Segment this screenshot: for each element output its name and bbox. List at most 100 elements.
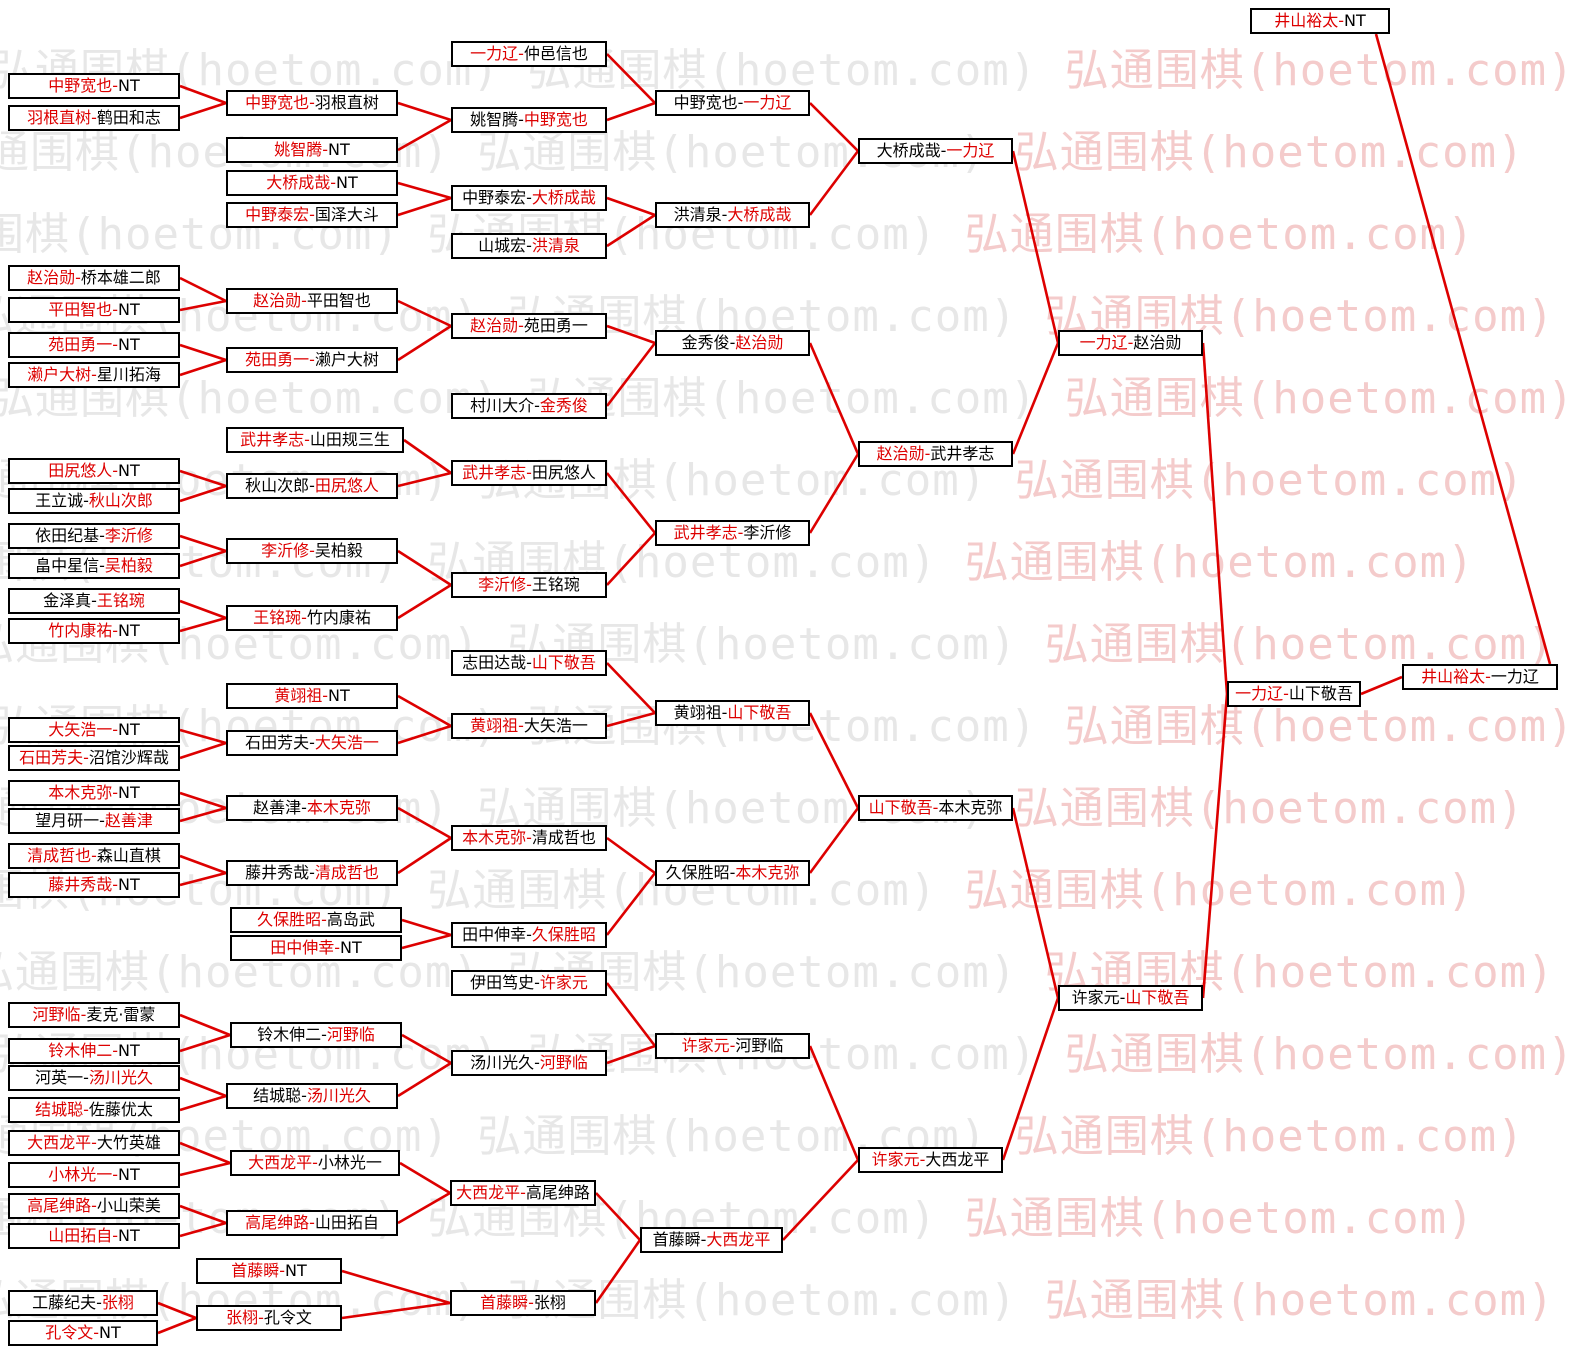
bracket-line bbox=[397, 324, 452, 362]
vs-dash: - bbox=[91, 108, 97, 127]
vs-dash: - bbox=[526, 828, 532, 847]
match-box-r1m15: 本木克弥 - NT bbox=[8, 780, 180, 806]
player-name-loser: 首藤瞬 bbox=[652, 1230, 701, 1249]
player-name-loser: 吴柏毅 bbox=[314, 541, 363, 560]
player-name-winner: 洪清泉 bbox=[531, 236, 580, 255]
vs-dash: - bbox=[518, 44, 524, 63]
player-name-loser: 黄翊祖 bbox=[673, 703, 722, 722]
bracket-line bbox=[397, 806, 452, 840]
player-name-loser: 石田芳夫 bbox=[245, 733, 310, 752]
match-box-r2m15: 久保胜昭 - 高岛武 bbox=[230, 907, 402, 933]
match-box-r1m23: 大西龙平 - 大竹英雄 bbox=[8, 1130, 180, 1156]
bracket-line bbox=[606, 213, 656, 248]
watermark-row: 弘通围棋(hoetom.com) 弘通围棋(hoetom.com) 弘通围棋(h… bbox=[0, 34, 1575, 98]
player-name-winner: 赵治勋 bbox=[735, 333, 784, 352]
watermark-text: 弘通围棋(hoetom.com) bbox=[1014, 455, 1525, 506]
player-name-loser: 张栩 bbox=[533, 1293, 566, 1312]
bracket-line bbox=[808, 342, 860, 455]
player-name-winner: 井山裕太 bbox=[1274, 11, 1339, 30]
match-box-r1m6: 濑户大树 - 星川拓海 bbox=[8, 362, 180, 388]
player-name-loser: 结城聪 bbox=[253, 1086, 302, 1105]
match-box-r2m8: 秋山次郎 - 田尻悠人 bbox=[226, 473, 398, 499]
match-box-r2m9: 李沂修 - 吴柏毅 bbox=[226, 538, 398, 564]
player-name-loser: 志田达哉 bbox=[462, 653, 527, 672]
bracket-line bbox=[606, 711, 656, 728]
bracket-line bbox=[179, 1094, 227, 1112]
bracket-line bbox=[179, 484, 227, 503]
bracket-line bbox=[179, 1221, 227, 1238]
player-name-winner: 本木克弥 bbox=[735, 863, 800, 882]
player-name-loser: 国泽大斗 bbox=[314, 205, 379, 224]
player-name-winner: 山田拓自 bbox=[48, 1226, 113, 1245]
player-name-loser: NT bbox=[118, 76, 140, 95]
bracket-line bbox=[397, 181, 452, 200]
bracket-line bbox=[179, 1161, 231, 1177]
bracket-line bbox=[1011, 342, 1060, 455]
vs-dash: - bbox=[924, 444, 931, 463]
player-name-loser: NT bbox=[118, 720, 140, 739]
match-box-r1m11: 金泽真 - 王铭琬 bbox=[8, 588, 180, 614]
player-name-winner: 赵治勋 bbox=[27, 268, 76, 287]
player-name-loser: 小山荣美 bbox=[96, 1196, 161, 1215]
player-name-loser: 麦克·雷蒙 bbox=[86, 1005, 156, 1024]
player-name-winner: 苑田勇一 bbox=[48, 335, 113, 354]
player-name-loser: NT bbox=[285, 1261, 307, 1280]
bracket-line bbox=[605, 472, 657, 534]
vs-dash: - bbox=[520, 1183, 526, 1202]
player-name-winner: 河野临 bbox=[326, 1025, 375, 1044]
player-name-loser: 伊田笃史 bbox=[470, 973, 535, 992]
vs-dash: - bbox=[91, 591, 97, 610]
player-name-winner: 大桥成哉 bbox=[727, 205, 792, 224]
vs-dash: - bbox=[75, 268, 81, 287]
bracket-line bbox=[157, 1316, 197, 1335]
player-name-loser: 许家元 bbox=[1071, 988, 1120, 1007]
player-name-loser: 金秀俊 bbox=[681, 333, 730, 352]
bracket-line bbox=[397, 101, 452, 122]
match-box-r1m16: 望月研一 - 赵善津 bbox=[8, 808, 180, 834]
bracket-line bbox=[606, 324, 656, 345]
player-name-winner: 高尾绅路 bbox=[27, 1196, 92, 1215]
player-name-winner: 秋山次郎 bbox=[88, 491, 153, 510]
bracket-line bbox=[179, 1033, 231, 1053]
match-box-r3m14: 汤川光久 - 河野临 bbox=[451, 1050, 607, 1076]
player-name-loser: NT bbox=[1344, 11, 1366, 30]
player-name-winner: 濑户大树 bbox=[27, 365, 92, 384]
watermark-text: 弘通围棋(hoetom.com) bbox=[1014, 1111, 1525, 1162]
bracket-line bbox=[399, 1161, 451, 1195]
match-box-r4m1: 中野宽也 - 一力辽 bbox=[655, 90, 810, 116]
vs-dash: - bbox=[321, 910, 327, 929]
bracket-line bbox=[808, 453, 860, 534]
bracket-line bbox=[397, 1191, 451, 1225]
vs-dash: - bbox=[304, 430, 310, 449]
player-name-loser: 苑田勇一 bbox=[523, 316, 588, 335]
player-name-winner: 许家元 bbox=[681, 1036, 730, 1055]
vs-dash: - bbox=[518, 316, 524, 335]
match-box-r2m1: 中野宽也 - 羽根直树 bbox=[226, 90, 398, 116]
player-name-loser: 久保胜昭 bbox=[665, 863, 730, 882]
bracket-line bbox=[606, 662, 656, 714]
vs-dash: - bbox=[91, 365, 97, 384]
vs-dash: - bbox=[301, 1086, 307, 1105]
bracket-line bbox=[1001, 997, 1060, 1161]
player-name-loser: 羽根直树 bbox=[314, 93, 379, 112]
match-box-r6m1: 一力辽 - 赵治勋 bbox=[1058, 330, 1203, 356]
player-name-loser: 桥本雄二郎 bbox=[80, 268, 161, 287]
vs-dash: - bbox=[1338, 11, 1345, 30]
vs-dash: - bbox=[301, 291, 307, 310]
watermark-text: 弘通围棋(hoetom.com) bbox=[1064, 1029, 1575, 1080]
player-name-winner: 久保胜昭 bbox=[257, 910, 322, 929]
player-name-winner: 山下敬吾 bbox=[1125, 988, 1190, 1007]
vs-dash: - bbox=[83, 748, 89, 767]
player-name-winner: 久保胜昭 bbox=[531, 925, 596, 944]
bracket-line bbox=[179, 343, 227, 362]
player-name-loser: 鹤田和志 bbox=[96, 108, 161, 127]
bracket-line bbox=[606, 532, 656, 586]
bracket-line bbox=[179, 741, 227, 760]
watermark-row: 弘通围棋(hoetom.com) 弘通围棋(hoetom.com) 弘通围棋(h… bbox=[0, 116, 1525, 180]
player-name-winner: 赵治勋 bbox=[470, 316, 519, 335]
player-name-loser: NT bbox=[118, 783, 140, 802]
vs-dash: - bbox=[91, 1133, 97, 1152]
watermark-text: 弘通围棋(hoetom.com) bbox=[1044, 1275, 1555, 1326]
vs-dash: - bbox=[309, 93, 315, 112]
